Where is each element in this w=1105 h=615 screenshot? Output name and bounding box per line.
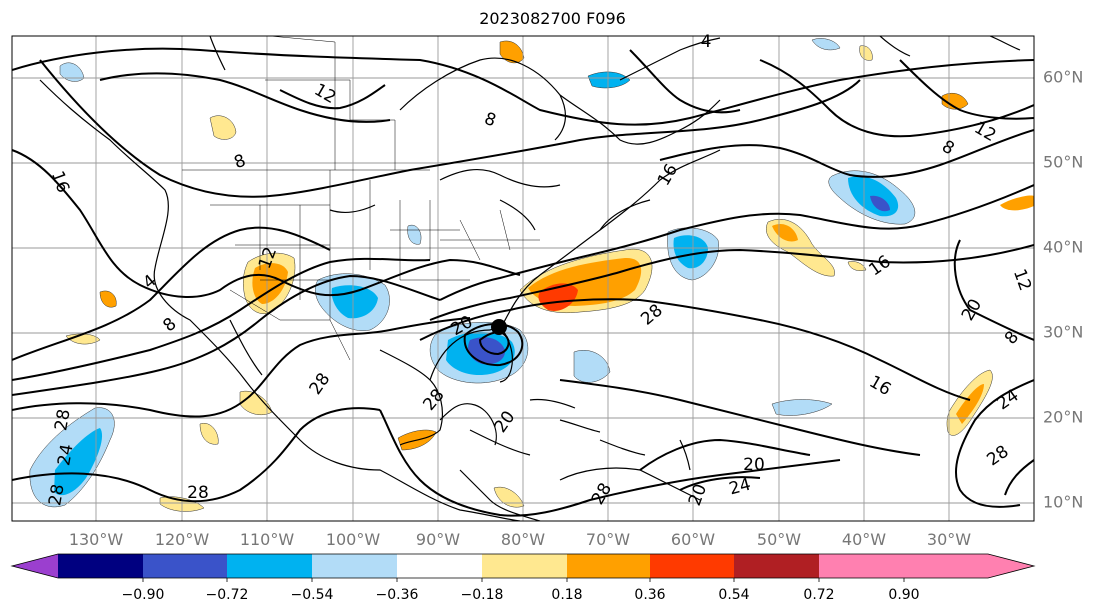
lon-label: 30°W [927, 530, 971, 549]
contour-label: 20 [743, 455, 765, 475]
colorbar-tick-label: 0.72 [803, 587, 834, 603]
lon-label: 70°W [586, 530, 630, 549]
lon-label: 80°W [501, 530, 545, 549]
colorbar-ticks [142, 578, 905, 582]
contour-label: 28 [45, 483, 68, 508]
colorbar-segment [819, 554, 904, 578]
colorbar-tick-label: 0.54 [718, 587, 749, 603]
map-title: 2023082700 F096 [479, 9, 626, 28]
low-center-marker [491, 319, 507, 335]
colorbar-tick-label: −0.72 [206, 587, 249, 603]
lon-label: 40°W [842, 530, 886, 549]
lon-label: 130°W [69, 530, 124, 549]
lat-label: 20°N [1043, 408, 1083, 427]
colorbar-tick-label: −0.18 [461, 587, 504, 603]
colorbar-segment [312, 554, 397, 578]
colorbar-tick-label: 0.18 [551, 587, 582, 603]
colorbar-labels: −0.90 −0.72 −0.54 −0.36 −0.18 0.18 0.36 … [122, 587, 920, 603]
shaded-fields [29, 38, 1034, 512]
graticule [12, 36, 1034, 521]
colorbar-segment [482, 554, 567, 578]
colorbar-tick-label: −0.54 [291, 587, 334, 603]
colorbar-segment [904, 554, 988, 578]
contour-label: 28 [51, 408, 74, 433]
lon-label: 120°W [155, 530, 210, 549]
colorbar-tick-label: −0.90 [122, 587, 165, 603]
lon-label: 100°W [326, 530, 381, 549]
colorbar-tick-label: 0.90 [888, 587, 919, 603]
lat-label: 10°N [1043, 493, 1083, 512]
colorbar-tick-label: −0.36 [376, 587, 419, 603]
colorbar-segment [143, 554, 227, 578]
colorbar-segment [734, 554, 819, 578]
colorbar-min-extension [12, 554, 58, 578]
colorbar-outline [10, 553, 1036, 579]
colorbar: −0.90 −0.72 −0.54 −0.36 −0.18 0.18 0.36 … [10, 553, 1036, 603]
map-frame [11, 35, 1035, 522]
lat-label: 60°N [1043, 68, 1083, 87]
lat-label: 30°N [1043, 323, 1083, 342]
colorbar-max-extension [988, 554, 1034, 578]
lon-label: 90°W [416, 530, 460, 549]
contour-label: 4 [701, 32, 712, 52]
lat-label: 40°N [1043, 238, 1083, 257]
colorbar-segment [650, 554, 734, 578]
latitude-labels: 60°N 50°N 40°N 30°N 20°N 10°N [1043, 68, 1083, 512]
colorbar-segment [567, 554, 650, 578]
colorbar-segment [227, 554, 312, 578]
lat-label: 50°N [1043, 153, 1083, 172]
contour-label: 28 [187, 483, 209, 503]
lon-label: 60°W [671, 530, 715, 549]
colorbar-tick-label: 0.36 [634, 587, 665, 603]
contour-lines [12, 47, 1034, 517]
contour-label: 24 [54, 443, 77, 468]
colorbar-segment [58, 554, 143, 578]
lon-label: 50°W [757, 530, 801, 549]
lon-label: 110°W [240, 530, 295, 549]
longitude-labels: 130°W 120°W 110°W 100°W 90°W 80°W 70°W 6… [69, 530, 971, 549]
colorbar-segment [397, 554, 482, 578]
